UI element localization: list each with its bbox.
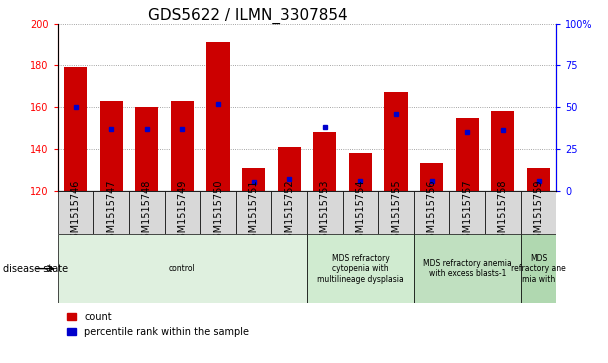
Text: MDS refractory
cytopenia with
multilineage dysplasia: MDS refractory cytopenia with multilinea… [317, 254, 404, 284]
Text: GSM1515749: GSM1515749 [178, 180, 187, 245]
Text: GSM1515748: GSM1515748 [142, 180, 152, 245]
Bar [100, 101, 123, 191]
Bar [242, 168, 265, 191]
Text: GSM1515758: GSM1515758 [498, 180, 508, 245]
Text: GSM1515750: GSM1515750 [213, 180, 223, 245]
Bar [456, 118, 479, 191]
Text: MDS refractory anemia
with excess blasts-1: MDS refractory anemia with excess blasts… [423, 259, 512, 278]
Bar [527, 168, 550, 191]
Bar [278, 147, 301, 191]
Bar [349, 153, 372, 191]
Text: GSM1515747: GSM1515747 [106, 180, 116, 245]
FancyBboxPatch shape [307, 191, 343, 234]
Bar [64, 68, 87, 191]
Text: GSM1515752: GSM1515752 [284, 180, 294, 245]
FancyBboxPatch shape [378, 191, 414, 234]
FancyBboxPatch shape [520, 191, 556, 234]
Text: control: control [169, 264, 196, 273]
FancyBboxPatch shape [236, 191, 271, 234]
FancyBboxPatch shape [414, 234, 520, 303]
Bar [207, 42, 230, 191]
Text: MDS
refractory ane
mia with: MDS refractory ane mia with [511, 254, 566, 284]
Text: GSM1515754: GSM1515754 [356, 180, 365, 245]
Text: disease state: disease state [3, 264, 68, 274]
Bar [171, 101, 194, 191]
Text: GSM1515755: GSM1515755 [391, 180, 401, 245]
Bar [491, 111, 514, 191]
Bar [384, 93, 407, 191]
Bar [313, 132, 336, 191]
FancyBboxPatch shape [485, 191, 520, 234]
FancyBboxPatch shape [129, 191, 165, 234]
FancyBboxPatch shape [307, 234, 414, 303]
Bar [135, 107, 158, 191]
Text: GSM1515757: GSM1515757 [462, 180, 472, 245]
Text: GDS5622 / ILMN_3307854: GDS5622 / ILMN_3307854 [148, 7, 347, 24]
FancyBboxPatch shape [520, 234, 556, 303]
FancyBboxPatch shape [200, 191, 236, 234]
FancyBboxPatch shape [414, 191, 449, 234]
Text: GSM1515756: GSM1515756 [427, 180, 437, 245]
FancyBboxPatch shape [58, 234, 307, 303]
Text: GSM1515751: GSM1515751 [249, 180, 258, 245]
FancyBboxPatch shape [449, 191, 485, 234]
Text: GSM1515746: GSM1515746 [71, 180, 81, 245]
Text: GSM1515753: GSM1515753 [320, 180, 330, 245]
FancyBboxPatch shape [58, 191, 94, 234]
FancyBboxPatch shape [165, 191, 200, 234]
Text: GSM1515759: GSM1515759 [533, 180, 544, 245]
FancyBboxPatch shape [271, 191, 307, 234]
FancyBboxPatch shape [94, 191, 129, 234]
Bar [420, 163, 443, 191]
FancyBboxPatch shape [343, 191, 378, 234]
Legend: count, percentile rank within the sample: count, percentile rank within the sample [63, 308, 253, 340]
